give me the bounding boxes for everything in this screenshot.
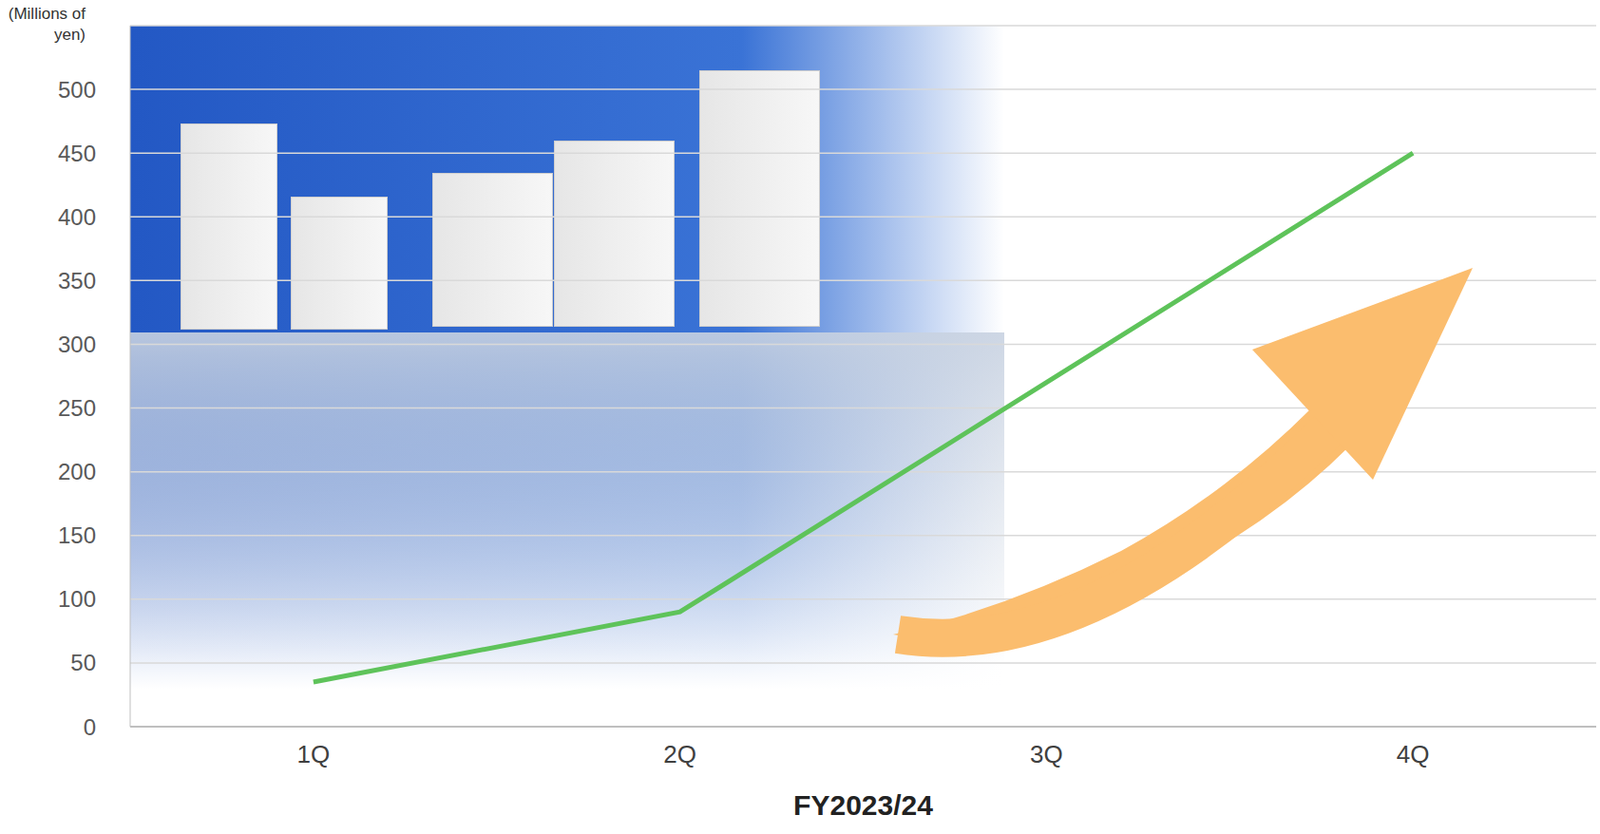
svg-text:250: 250 xyxy=(57,395,96,421)
html-text:(Millions of yen): (Millions of yen) xyxy=(8,4,86,44)
svg-text:450: 450 xyxy=(57,140,96,167)
svg-text:4Q: 4Q xyxy=(1396,740,1430,769)
html-text:FY2023/24: FY2023/24 xyxy=(793,789,933,821)
svg-text:500: 500 xyxy=(57,76,96,103)
svg-text:300: 300 xyxy=(57,331,96,358)
svg-text:150: 150 xyxy=(57,522,96,549)
svg-text:100: 100 xyxy=(57,586,96,612)
svg-text:350: 350 xyxy=(57,267,96,294)
svg-text:1Q: 1Q xyxy=(297,740,331,769)
svg-text:2Q: 2Q xyxy=(663,740,697,769)
svg-text:0: 0 xyxy=(83,714,96,741)
svg-text:3Q: 3Q xyxy=(1029,740,1064,769)
svg-text:400: 400 xyxy=(57,204,96,230)
svg-text:200: 200 xyxy=(57,458,96,485)
svg-text:50: 50 xyxy=(70,649,96,676)
